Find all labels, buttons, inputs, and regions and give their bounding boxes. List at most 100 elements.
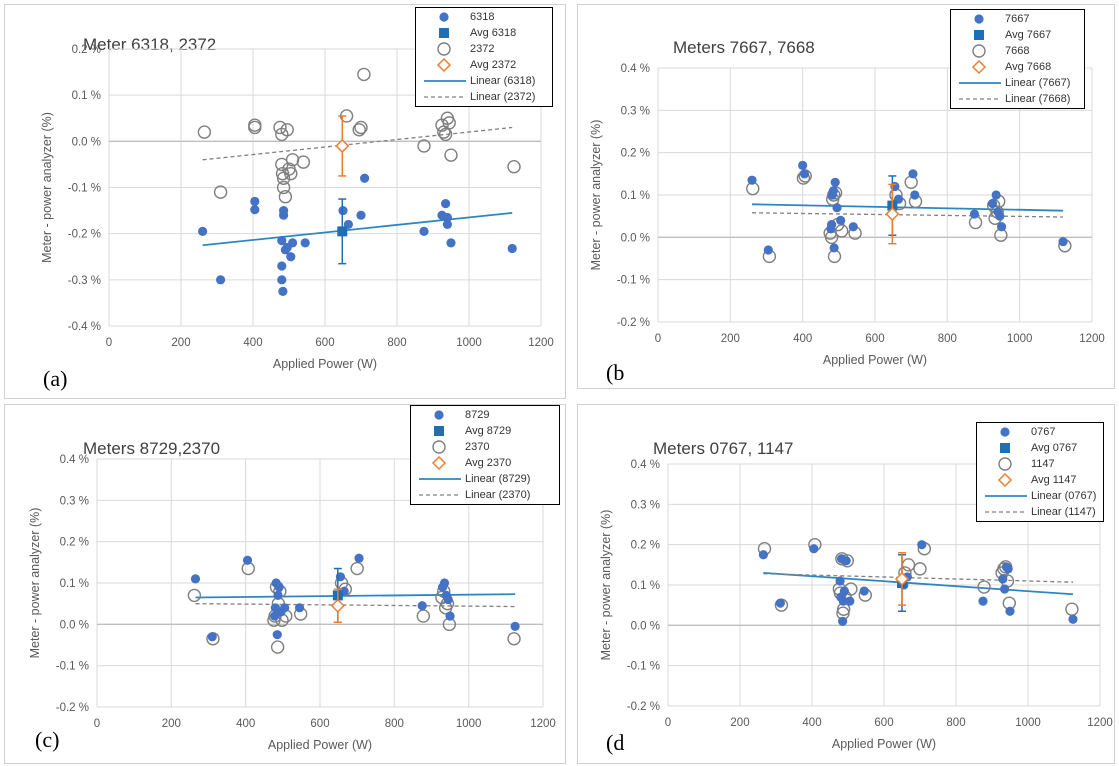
data-point-filled bbox=[747, 175, 757, 185]
data-point-filled bbox=[277, 275, 287, 285]
legend-label: Linear (0767) bbox=[1031, 490, 1097, 502]
x-tick-label: 800 bbox=[938, 333, 957, 345]
legend-label: 6318 bbox=[470, 11, 495, 23]
y-tick-label: 0.3 % bbox=[60, 495, 89, 507]
data-point-filled bbox=[442, 212, 452, 223]
y-tick-label: 0.0 % bbox=[72, 136, 101, 148]
data-point-filled bbox=[190, 574, 201, 584]
panel-d: Meters 0767, 1147 0 200 400 600 800 1000 1200 -… bbox=[577, 404, 1115, 764]
y-tick-label: -0.2 % bbox=[627, 701, 660, 713]
data-point-filled bbox=[829, 243, 839, 253]
y-tick-label: -0.3 % bbox=[68, 275, 101, 287]
data-point-open bbox=[350, 561, 364, 576]
legend-marker bbox=[437, 42, 451, 56]
x-axis-label: Applied Power (W) bbox=[832, 737, 936, 751]
x-tick-label: 600 bbox=[315, 337, 334, 349]
y-tick-label: 0.4 % bbox=[60, 454, 89, 466]
legend-item: Avg 1147 bbox=[981, 472, 1099, 488]
x-tick-label: 0 bbox=[665, 717, 671, 729]
data-point-filled bbox=[356, 210, 366, 220]
y-tick-label: 0.4 % bbox=[631, 459, 660, 471]
legend-symbol bbox=[981, 504, 1031, 520]
data-point-filled bbox=[294, 603, 305, 613]
data-point-filled bbox=[446, 238, 456, 248]
legend-item: Avg 2372 bbox=[420, 57, 548, 73]
legend-symbol bbox=[981, 456, 1031, 472]
data-point-filled bbox=[274, 582, 284, 592]
data-point-filled bbox=[978, 596, 988, 606]
legend-label: 8729 bbox=[465, 409, 490, 421]
legend-symbol bbox=[981, 488, 1031, 504]
panel-label: (d bbox=[606, 730, 625, 755]
average-marker-open bbox=[885, 206, 900, 222]
data-point-filled bbox=[910, 190, 920, 200]
data-point-filled bbox=[300, 238, 310, 248]
legend-label: 2370 bbox=[465, 441, 490, 453]
data-point-filled bbox=[277, 235, 287, 246]
legend-label: Avg 7668 bbox=[1005, 61, 1052, 73]
legend-symbol bbox=[981, 424, 1031, 440]
panel-label: (b bbox=[606, 360, 625, 385]
legend-marker bbox=[974, 14, 984, 24]
data-point-open bbox=[273, 120, 287, 135]
chart-legend: 6318 Avg 6318 2372 Avg 2372 Linear (6318) Lin… bbox=[415, 7, 553, 107]
legend-item: Linear (2372) bbox=[420, 89, 548, 105]
x-tick-label: 200 bbox=[721, 333, 740, 345]
data-point-filled bbox=[198, 226, 208, 236]
x-tick-label: 400 bbox=[793, 333, 812, 345]
y-axis-label: Meter - power analyzer (%) bbox=[599, 510, 613, 661]
data-point-filled bbox=[507, 243, 517, 254]
data-point-filled bbox=[360, 173, 370, 183]
y-axis-label: Meter - power analyzer (%) bbox=[40, 112, 54, 263]
legend-item: Avg 2370 bbox=[415, 455, 555, 471]
data-point-filled bbox=[277, 261, 287, 271]
legend-symbol bbox=[955, 11, 1005, 27]
legend-label: Linear (2370) bbox=[465, 489, 531, 501]
x-tick-label: 0 bbox=[94, 718, 100, 730]
data-point-filled bbox=[835, 576, 845, 586]
data-point-filled bbox=[836, 215, 846, 225]
legend-item: 2370 bbox=[415, 439, 555, 455]
x-tick-label: 600 bbox=[865, 333, 884, 345]
x-tick-label: 800 bbox=[387, 337, 406, 349]
x-tick-label: 400 bbox=[236, 718, 255, 730]
x-tick-label: 0 bbox=[106, 337, 112, 349]
data-point-filled bbox=[763, 245, 773, 255]
legend-item: Linear (7667) bbox=[955, 75, 1080, 91]
legend-item: 1147 bbox=[981, 456, 1099, 472]
data-point-filled bbox=[442, 219, 452, 230]
legend-label: Avg 1147 bbox=[1031, 474, 1077, 486]
chart-plot: 0 200 400 600 800 1000 1200 -0.2 % -0.1 % 0.0 % 0.… bbox=[28, 454, 556, 752]
y-tick-label: 0.3 % bbox=[631, 499, 660, 511]
data-point-filled bbox=[242, 555, 253, 565]
legend-item: 0767 bbox=[981, 424, 1099, 440]
data-point-open bbox=[977, 580, 991, 594]
legend-label: Avg 8729 bbox=[465, 425, 512, 437]
data-point-filled bbox=[250, 205, 260, 215]
data-point-filled bbox=[996, 222, 1007, 232]
x-tick-label: 1000 bbox=[456, 718, 482, 730]
legend-symbol bbox=[420, 89, 470, 105]
data-point-filled bbox=[354, 553, 364, 563]
data-point-filled bbox=[286, 252, 296, 262]
legend-label: 1147 bbox=[1031, 458, 1055, 470]
panel-label: (a) bbox=[43, 366, 68, 391]
x-tick-label: 1200 bbox=[1079, 333, 1105, 345]
data-point-filled bbox=[848, 222, 858, 232]
legend-item: Linear (6318) bbox=[420, 73, 548, 89]
x-axis-label: Applied Power (W) bbox=[823, 353, 927, 367]
legend-symbol bbox=[415, 439, 465, 455]
data-point-open bbox=[354, 120, 368, 135]
trendline-dashed bbox=[202, 126, 513, 161]
data-point-open bbox=[835, 224, 849, 238]
y-axis-label: Meter - power analyzer (%) bbox=[589, 120, 603, 271]
legend-label: Avg 2372 bbox=[470, 59, 517, 71]
y-tick-label: -0.1 % bbox=[68, 183, 101, 195]
data-point-filled bbox=[828, 186, 839, 196]
x-axis-label: Applied Power (W) bbox=[268, 738, 372, 752]
data-point-filled bbox=[775, 598, 785, 608]
legend-item: Avg 8729 bbox=[415, 423, 555, 439]
data-point-open bbox=[270, 640, 285, 654]
legend-item: 6318 bbox=[420, 9, 548, 25]
data-point-filled bbox=[969, 209, 980, 219]
